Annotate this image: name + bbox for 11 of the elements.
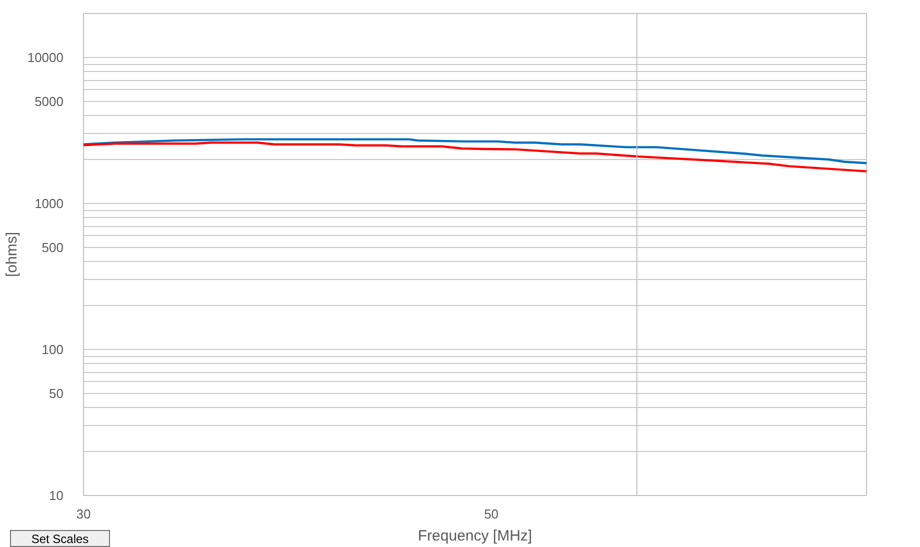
y-axis-title: [ohms] [3, 232, 20, 278]
y-tick-label: 1000 [34, 196, 64, 211]
y-tick-label: 10 [49, 488, 64, 503]
x-axis-title: Frequency [MHz] [418, 528, 532, 544]
y-tick-label: 10000 [27, 50, 64, 65]
y-tick-label: 5000 [34, 94, 64, 109]
text: Set Scales [31, 531, 89, 547]
y-tick-label: 100 [42, 342, 64, 357]
y-tick-label: 50 [49, 386, 64, 401]
y-tick-label: 500 [42, 240, 64, 255]
x-tick-label: 30 [76, 506, 91, 522]
